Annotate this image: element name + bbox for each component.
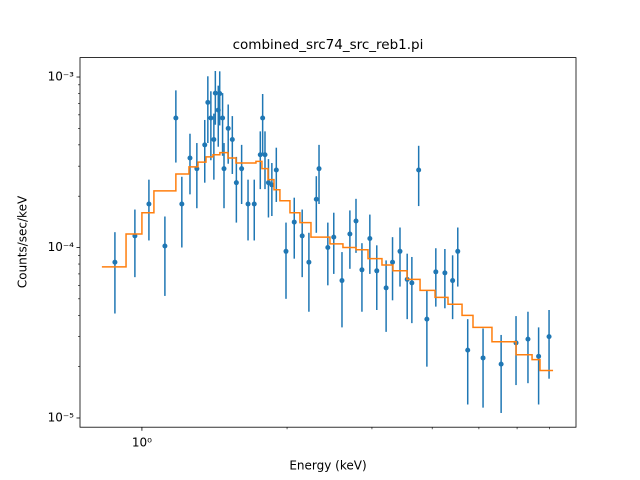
data-point	[273, 167, 279, 173]
data-point	[480, 355, 486, 361]
data-point	[205, 99, 211, 105]
data-point	[229, 137, 235, 143]
plot-frame	[79, 57, 577, 428]
data-point	[339, 278, 345, 284]
x-axis-label: Energy (keV)	[289, 459, 366, 473]
data-point	[212, 90, 218, 96]
data-point	[383, 285, 389, 291]
chart-title: combined_src74_src_reb1.pi	[233, 37, 424, 53]
data-point	[225, 125, 231, 131]
data-point	[202, 142, 208, 148]
data-point	[353, 218, 359, 224]
data-point	[306, 259, 312, 265]
data-point	[525, 336, 531, 342]
data-point	[245, 201, 251, 207]
data-point	[211, 137, 217, 143]
data-point	[112, 259, 118, 265]
data-point	[291, 219, 297, 225]
data-point	[374, 268, 380, 274]
data-point	[239, 166, 245, 172]
data-point	[162, 243, 168, 249]
data-point	[316, 166, 322, 172]
data-point	[257, 152, 263, 158]
data-point	[416, 167, 422, 173]
data-point	[450, 278, 456, 284]
data-point	[251, 201, 257, 207]
data-point	[299, 233, 305, 239]
y-tick-label: 10⁻⁵	[48, 410, 75, 424]
data-point	[187, 155, 193, 161]
data-point	[367, 235, 373, 241]
data-point	[536, 353, 542, 359]
data-point	[397, 248, 403, 254]
y-tick-label: 10⁻⁴	[48, 240, 75, 254]
data-point	[546, 334, 552, 340]
data-point	[269, 182, 275, 188]
y-axis-label: Counts/sec/keV	[16, 195, 30, 288]
data-point	[146, 201, 152, 207]
data-point	[359, 267, 365, 273]
data-point	[347, 231, 353, 237]
data-point	[325, 245, 331, 251]
data-point	[173, 115, 179, 121]
data-point	[409, 280, 415, 286]
data-point	[498, 361, 504, 367]
data-point	[233, 180, 239, 186]
data-point	[208, 115, 214, 121]
data-point	[220, 115, 226, 121]
data-point	[331, 234, 337, 240]
data-point	[424, 316, 430, 322]
y-tick-label: 10⁻³	[48, 70, 75, 84]
data-point	[262, 152, 268, 158]
data-point	[313, 196, 319, 202]
data-point	[433, 269, 439, 275]
data-point	[455, 248, 461, 254]
data-point	[221, 166, 227, 172]
data-point	[283, 248, 289, 254]
data-point	[217, 91, 223, 97]
data-point	[390, 259, 396, 265]
data-point	[179, 201, 185, 207]
data-point	[260, 115, 266, 121]
data-point	[465, 347, 471, 353]
data-point	[442, 270, 448, 276]
model-step	[101, 151, 554, 372]
x-tick-label: 10⁰	[132, 436, 152, 450]
